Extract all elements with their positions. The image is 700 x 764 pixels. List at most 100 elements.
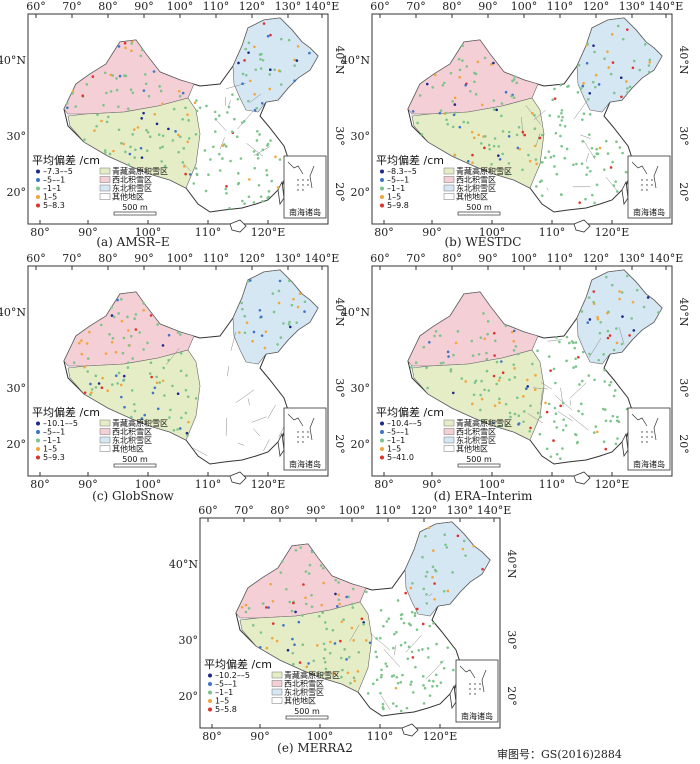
station-dot: [301, 614, 304, 617]
station-dot: [447, 355, 450, 358]
station-dot: [490, 162, 493, 166]
station-dot: [193, 101, 197, 105]
station-dot: [427, 526, 431, 530]
inset-island: [479, 688, 481, 690]
lon-tick-label: 100°: [167, 252, 194, 265]
station-dot: [100, 119, 103, 123]
station-dot: [134, 328, 138, 331]
station-dot: [342, 618, 345, 621]
station-dot: [425, 570, 429, 574]
lon-tick-label: 110°: [375, 504, 402, 517]
lon-tick-label: 70°: [406, 252, 426, 265]
station-dot: [259, 58, 262, 61]
station-dot: [500, 360, 503, 363]
station-dot: [534, 158, 538, 161]
station-dot: [416, 121, 419, 125]
legend-region-label: 青藏高原积雪区: [456, 166, 512, 176]
station-dot: [90, 391, 93, 395]
station-dot: [485, 351, 488, 355]
station-dot: [572, 366, 575, 369]
station-dot: [161, 102, 164, 106]
station-dot: [308, 563, 312, 567]
inset-island: [641, 184, 643, 186]
inset-coast: [309, 165, 315, 189]
station-dot: [493, 339, 497, 343]
station-dot: [120, 395, 123, 399]
station-dot: [356, 670, 360, 673]
station-dot: [237, 172, 240, 175]
station-dot: [380, 668, 383, 672]
scale-label: 500 m: [294, 707, 320, 716]
station-dot: [553, 87, 556, 91]
legend-class-marker: [208, 673, 212, 678]
station-dot: [428, 624, 432, 628]
station-points: [410, 274, 660, 460]
station-dot: [485, 369, 489, 373]
lat-tick-label: 20°: [351, 438, 371, 451]
station-dot: [464, 83, 467, 87]
station-dot: [449, 71, 453, 75]
station-dot: [279, 336, 283, 339]
station-dot: [161, 344, 165, 347]
station-dot: [251, 339, 254, 343]
station-dot: [233, 117, 236, 121]
station-dot: [261, 602, 265, 605]
station-dot: [515, 133, 519, 137]
province-line: [247, 398, 250, 406]
province-line: [585, 153, 589, 163]
station-dot: [241, 82, 244, 86]
station-dot: [479, 393, 482, 397]
station-dot: [240, 605, 244, 609]
station-dot: [498, 397, 501, 401]
station-dot: [188, 173, 192, 176]
province-line: [405, 635, 422, 653]
station-dot: [540, 161, 543, 164]
station-dot: [228, 207, 231, 210]
lon-tick-label: 120°E: [423, 730, 458, 743]
station-dot: [241, 72, 245, 76]
station-dot: [411, 691, 415, 694]
station-dot: [351, 606, 355, 609]
station-dot: [428, 694, 432, 697]
station-dot: [586, 321, 590, 324]
legend-class-marker: [380, 195, 384, 199]
inset-label: 南海诸岛: [633, 207, 665, 217]
station-dot: [103, 149, 107, 152]
station-dot: [451, 125, 455, 129]
station-dot: [120, 141, 123, 145]
station-dot: [631, 300, 635, 304]
lat-tick-label: 40°N: [677, 45, 690, 74]
station-dot: [495, 360, 499, 364]
station-dot: [479, 142, 483, 145]
station-dot: [124, 150, 127, 154]
station-dot: [271, 599, 275, 603]
inset-islands: [631, 413, 659, 443]
station-dot: [428, 679, 431, 683]
inset-island: [307, 184, 309, 186]
station-dot: [294, 548, 298, 552]
station-dot: [100, 386, 104, 390]
province-line: [546, 187, 549, 191]
station-dot: [597, 83, 601, 86]
station-dot: [451, 571, 454, 574]
station-dot: [431, 86, 435, 89]
station-dot: [149, 361, 153, 365]
station-dot: [122, 374, 126, 378]
station-dot: [106, 389, 109, 392]
station-dot: [404, 591, 408, 595]
station-dot: [458, 125, 462, 129]
station-dot: [224, 187, 228, 191]
station-dot: [122, 336, 126, 340]
station-dot: [445, 546, 449, 549]
lon-tick-label: 80°: [30, 226, 50, 239]
scale-bar: [457, 211, 501, 216]
station-dot: [553, 97, 557, 100]
station-dot: [595, 152, 599, 155]
station-dot: [267, 606, 270, 609]
station-dot: [594, 425, 598, 428]
station-dot: [126, 315, 129, 319]
province-line: [227, 365, 229, 377]
station-dot: [117, 105, 120, 108]
station-dot: [143, 413, 147, 417]
station-dot: [258, 308, 262, 312]
